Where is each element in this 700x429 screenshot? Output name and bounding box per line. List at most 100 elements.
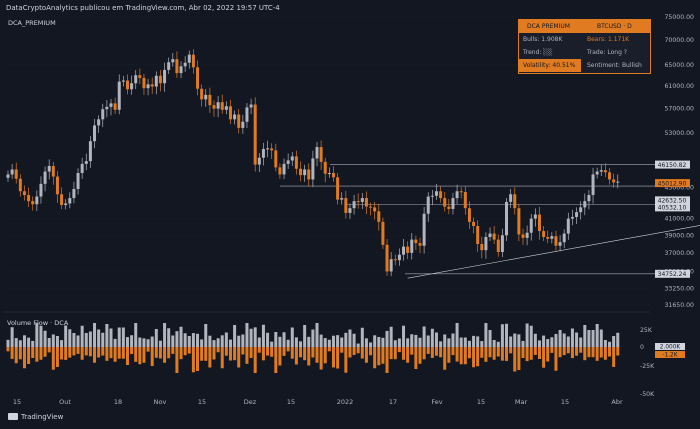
volume-bar-positive xyxy=(43,330,47,347)
volume-bar-positive xyxy=(257,337,261,347)
volume-bar-positive xyxy=(389,326,393,347)
volume-bar-negative xyxy=(31,347,35,358)
y-tick-label: 33250.00 xyxy=(664,286,694,293)
info-row-header: DCA PREMIUM BTCUSD · D xyxy=(519,20,650,33)
volume-bar-negative xyxy=(43,347,47,357)
candle-down xyxy=(418,243,422,246)
volume-bar-positive xyxy=(167,328,171,347)
volume-bar-negative xyxy=(311,347,315,358)
candle-up xyxy=(249,104,253,108)
volume-bar-positive xyxy=(311,329,315,347)
y-tick-label: 75000.00 xyxy=(664,14,694,21)
candle-up xyxy=(303,169,307,176)
candle-down xyxy=(439,191,443,199)
volume-bar-negative xyxy=(385,347,389,373)
volume-bar-negative xyxy=(142,347,146,363)
info-sentiment: Sentiment: Bullish xyxy=(587,62,642,69)
volume-bar-negative xyxy=(307,347,311,366)
candle-down xyxy=(542,231,546,238)
volume-bar-positive xyxy=(315,323,319,347)
volume-bar-negative xyxy=(369,347,373,356)
volume-bar-negative xyxy=(562,347,566,356)
volume-bar-negative xyxy=(64,347,68,360)
volume-bar-positive xyxy=(397,338,401,347)
candle-up xyxy=(117,81,121,110)
volume-bar-positive xyxy=(463,337,467,347)
volume-bar-positive xyxy=(537,340,541,347)
candle-down xyxy=(513,194,517,209)
volume-bar-positive xyxy=(599,329,603,347)
candle-up xyxy=(80,163,84,174)
trendline-group xyxy=(407,225,700,279)
volume-bar-negative xyxy=(216,347,220,353)
candle-up xyxy=(587,195,591,202)
volume-bar-positive xyxy=(608,341,612,347)
volume-bar-positive xyxy=(76,335,80,347)
candle-down xyxy=(356,201,360,203)
volume-bar-positive xyxy=(583,325,587,347)
price-label-text: 46150.82 xyxy=(658,162,687,169)
candle-up xyxy=(484,237,488,251)
chart-title: DCA_PREMIUM xyxy=(8,19,56,27)
volume-bar-negative xyxy=(467,347,471,359)
volume-bar-positive xyxy=(513,333,517,347)
volume-bar-negative xyxy=(373,347,377,369)
info-row-volatility: Volatility: 40.51% Sentiment: Bullish xyxy=(519,59,650,72)
volume-bar-negative xyxy=(575,347,579,356)
candle-up xyxy=(282,163,286,175)
info-row-bulls: Bulls: 1.908K Bears: 1.171K xyxy=(519,33,650,46)
x-tick-label: Dez xyxy=(244,398,257,406)
candle-down xyxy=(323,161,327,174)
volume-bar-positive xyxy=(603,339,607,347)
volume-bar-negative xyxy=(113,347,117,362)
candle-down xyxy=(447,206,451,209)
volume-bar-positive xyxy=(434,332,438,347)
volume-bar-positive xyxy=(426,335,430,347)
candle-up xyxy=(10,169,14,175)
candle-up xyxy=(121,80,125,82)
candle-down xyxy=(381,221,385,245)
info-trend: Trend: ░░ xyxy=(523,49,553,56)
volume-bar-positive xyxy=(579,337,583,347)
volume-bar-positive xyxy=(418,337,422,347)
candle-up xyxy=(290,156,294,161)
candle-down xyxy=(612,179,616,183)
volume-bar-negative xyxy=(76,347,80,354)
candle-up xyxy=(529,218,533,233)
candle-down xyxy=(492,233,496,240)
volume-bar-positive xyxy=(307,336,311,347)
horizontal-levels xyxy=(280,164,656,275)
volume-axis: 25K 0 -25K -50K 2.000K -1.2K xyxy=(4,311,685,398)
volume-bar-positive xyxy=(480,341,484,347)
candle-up xyxy=(505,201,509,236)
volume-bar-negative xyxy=(406,347,410,363)
volume-bar-positive xyxy=(224,332,228,347)
candle-down xyxy=(496,239,500,252)
volume-label-bg xyxy=(655,343,685,350)
candle-up xyxy=(97,119,101,126)
x-axis: 15 Out 18 Nov 15 Dez 15 2022 17 Fev 15 Mar 15 Abr xyxy=(13,398,623,406)
volume-bar-positive xyxy=(393,340,397,347)
candle-up xyxy=(163,69,167,84)
volume-bar-positive xyxy=(261,324,265,347)
candle-down xyxy=(414,239,418,244)
candle-up xyxy=(241,121,245,128)
candle-up xyxy=(93,125,97,142)
candle-up xyxy=(130,83,134,90)
candle-up xyxy=(261,149,265,158)
volume-bar-negative xyxy=(274,347,278,373)
volume-bar-positive xyxy=(22,335,26,347)
volume-bar-negative xyxy=(196,347,200,371)
volume-bar-negative xyxy=(266,347,270,356)
volume-bar-positive xyxy=(570,328,574,347)
volume-bar-positive xyxy=(253,327,257,347)
candle-down xyxy=(472,221,476,227)
volume-tick-label: 0 xyxy=(640,344,644,351)
info-panel: DCA PREMIUM BTCUSD · D Bulls: 1.908K Bea… xyxy=(518,19,651,74)
volume-bar-negative xyxy=(183,347,187,356)
candle-down xyxy=(336,177,340,200)
volume-bar-negative xyxy=(220,347,224,369)
candle-up xyxy=(6,174,10,178)
volume-bar-positive xyxy=(612,336,616,347)
